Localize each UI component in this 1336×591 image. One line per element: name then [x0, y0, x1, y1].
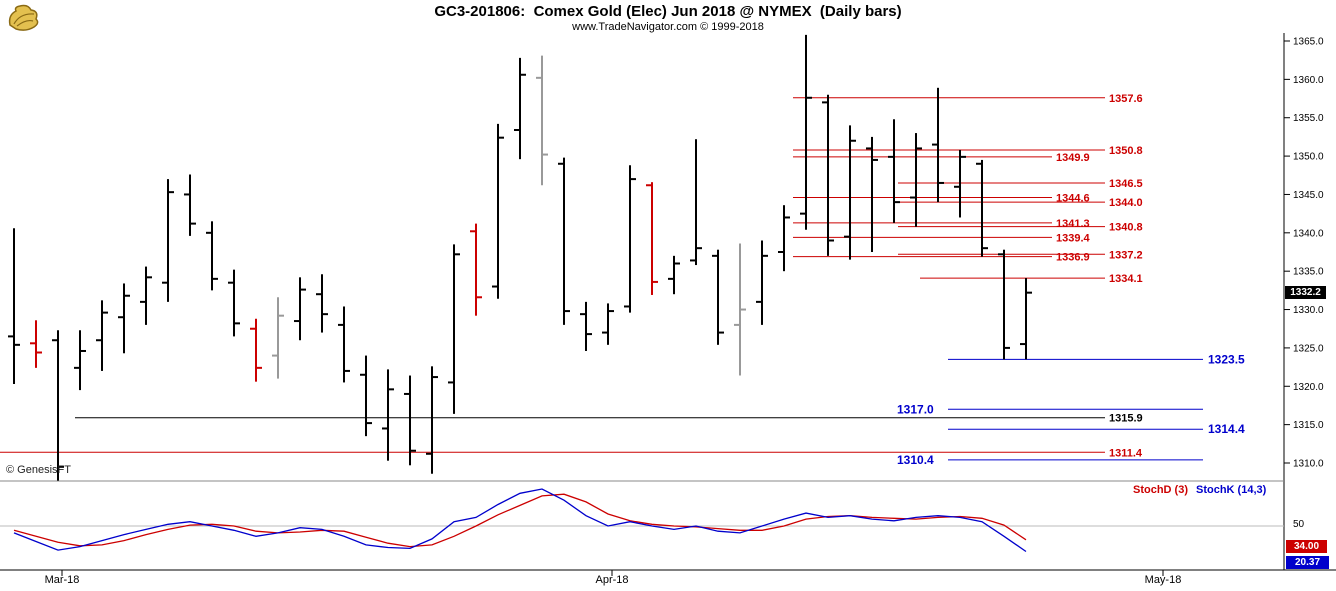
price-axis-label: 1310.0	[1293, 458, 1324, 469]
level-label: 1315.9	[1109, 413, 1143, 425]
level-label: 1349.9	[1056, 152, 1090, 164]
level-label: 1346.5	[1109, 178, 1143, 190]
time-axis-label: Mar-18	[44, 574, 80, 586]
stoch-k-line	[13, 488, 1027, 553]
last-price-badge: 1332.2	[1285, 286, 1326, 299]
price-axis-label: 1330.0	[1293, 305, 1324, 316]
level-label: 1344.0	[1109, 197, 1143, 209]
chart-subtitle: www.TradeNavigator.com © 1999-2018	[572, 21, 764, 33]
level-label: 1344.6	[1056, 193, 1090, 205]
level-label: 1340.8	[1109, 222, 1143, 234]
level-label: 1357.6	[1109, 93, 1143, 105]
stoch-mid-axis-label: 50	[1293, 519, 1305, 530]
level-label: 1311.4	[1109, 447, 1143, 459]
level-label: 1350.8	[1109, 145, 1143, 157]
level-label: 1314.4	[1208, 422, 1245, 436]
price-axis-label: 1325.0	[1293, 343, 1324, 354]
price-axis-label: 1355.0	[1293, 113, 1324, 124]
time-axis-label: Apr-18	[595, 574, 629, 586]
stochk-value-badge: 20.37	[1286, 556, 1329, 569]
genesis-watermark: © GenesisFT	[6, 464, 71, 476]
price-axis-label: 1350.0	[1293, 152, 1324, 163]
level-label: 1339.4	[1056, 232, 1091, 244]
price-axis-label: 1365.0	[1293, 37, 1324, 48]
stoch-d-line	[13, 493, 1027, 548]
level-label: 1334.1	[1109, 273, 1143, 285]
price-axis-label: 1345.0	[1293, 190, 1324, 201]
time-axis-label: May-18	[1144, 574, 1182, 586]
stochk-legend-label[interactable]: StochK (14,3)	[1196, 484, 1267, 496]
price-axis-label: 1335.0	[1293, 267, 1324, 278]
price-axis-label: 1315.0	[1293, 420, 1324, 431]
level-label: 1317.0	[897, 402, 934, 416]
level-label: 1341.3	[1056, 218, 1090, 230]
genesis-logo	[6, 3, 42, 33]
stochd-legend-label[interactable]: StochD (3)	[1133, 484, 1188, 496]
genesis-logo-emblem	[8, 4, 39, 31]
level-label: 1336.9	[1056, 252, 1090, 264]
price-axis-label: 1320.0	[1293, 382, 1324, 393]
level-label: 1310.4	[897, 453, 934, 467]
level-label: 1337.2	[1109, 249, 1143, 261]
level-label: 1323.5	[1208, 352, 1245, 366]
price-axis-label: 1360.0	[1293, 75, 1324, 86]
stochd-value-badge: 34.00	[1286, 540, 1327, 553]
price-axis-label: 1340.0	[1293, 228, 1324, 239]
chart-title: GC3-201806: Comex Gold (Elec) Jun 2018 @…	[434, 3, 902, 20]
